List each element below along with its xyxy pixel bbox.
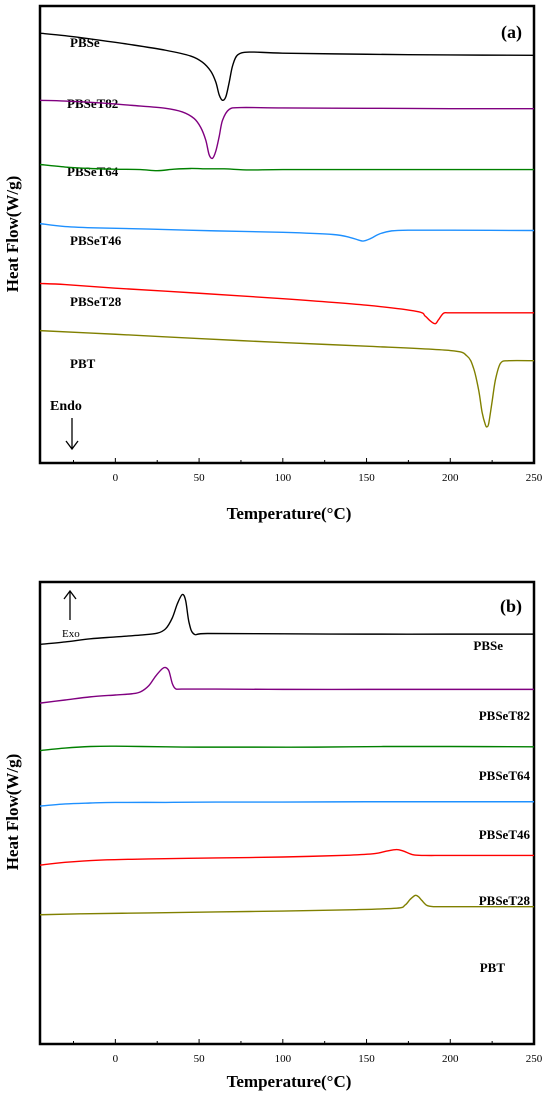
curves-a: [39, 32, 535, 428]
x-tick-label-b: 200: [442, 1053, 459, 1065]
x-tick-label-b: 100: [275, 1053, 292, 1065]
series-label-pbset46-b: PBSeT46: [479, 827, 531, 842]
exo-label: Exo: [62, 628, 80, 640]
series-label-pbset28-b: PBSeT28: [479, 893, 531, 908]
endo-arrow: Endo: [50, 399, 82, 451]
series-line-pbset28-b: [39, 848, 534, 866]
series-label-pbt-a: PBT: [70, 356, 96, 371]
x-tick-label-b: 0: [113, 1053, 119, 1065]
endo-label: Endo: [50, 399, 82, 414]
series-line-pbt-a: [39, 329, 535, 428]
x-axis-title-a: Temperature(°C): [227, 504, 352, 523]
exo-arrow-head: [63, 589, 77, 600]
series-label-pbt-b: PBT: [480, 960, 506, 975]
series-labels-b: PBSe PBSeT82 PBSeT64 PBSeT46 PBSeT28 PBT: [473, 638, 530, 975]
exo-arrow: Exo: [62, 589, 80, 640]
x-tick-label-a: 50: [194, 472, 206, 484]
series-line-pbset64-a: [39, 163, 534, 172]
series-line-pbse-a: [39, 32, 535, 102]
panel-label-b: (b): [500, 596, 522, 617]
x-axis-a: 0 50 100 150 200 250: [72, 458, 543, 484]
series-line-pbset82-b: [39, 666, 534, 704]
series-line-pbset64-b: [39, 745, 535, 752]
x-axis-b: 0 50 100 150 200 250: [72, 1039, 543, 1065]
series-label-pbse-b: PBSe: [473, 638, 503, 653]
series-line-pbt-b: [39, 894, 534, 916]
x-axis-title-b: Temperature(°C): [227, 1072, 352, 1091]
series-label-pbset64-b: PBSeT64: [479, 768, 531, 783]
x-tick-label-b: 50: [194, 1053, 206, 1065]
y-axis-title-a: Heat Flow(W/g): [3, 176, 22, 293]
series-label-pbset82-a: PBSeT82: [67, 96, 118, 111]
series-label-pbset46-a: PBSeT46: [70, 233, 122, 248]
plot-frame-a: [38, 4, 536, 465]
series-line-pbset28-a: [39, 282, 534, 325]
x-tick-label-a: 0: [113, 472, 119, 484]
series-line-pbset82-a: [39, 99, 535, 160]
series-line-pbset46-a: [39, 222, 535, 242]
x-tick-label-a: 250: [526, 472, 543, 484]
panel-b: (b) Heat Flow(W/g) Temperature(°C) 0 50 10…: [3, 580, 543, 1091]
x-tick-label-a: 200: [442, 472, 459, 484]
panel-label-a: (a): [501, 22, 522, 43]
curves-b: [39, 593, 535, 916]
endo-arrow-head: [65, 440, 79, 451]
series-line-pbset46-b: [39, 801, 534, 807]
y-axis-title-b: Heat Flow(W/g): [3, 754, 22, 871]
panel-a: (a) Heat Flow(W/g) Temperature(°C) 0 50 10…: [3, 4, 543, 523]
series-line-pbse-b: [39, 593, 534, 646]
series-labels-a: PBSe PBSeT82 PBSeT64 PBSeT46 PBSeT28 PBT: [67, 35, 122, 371]
x-tick-label-a: 100: [275, 472, 292, 484]
series-label-pbset82-b: PBSeT82: [479, 708, 530, 723]
x-tick-label-b: 150: [358, 1053, 375, 1065]
x-tick-label-b: 250: [526, 1053, 543, 1065]
x-tick-label-a: 150: [358, 472, 375, 484]
series-label-pbset28-a: PBSeT28: [70, 294, 122, 309]
series-label-pbset64-a: PBSeT64: [67, 164, 119, 179]
plot-frame-b: [38, 580, 536, 1046]
